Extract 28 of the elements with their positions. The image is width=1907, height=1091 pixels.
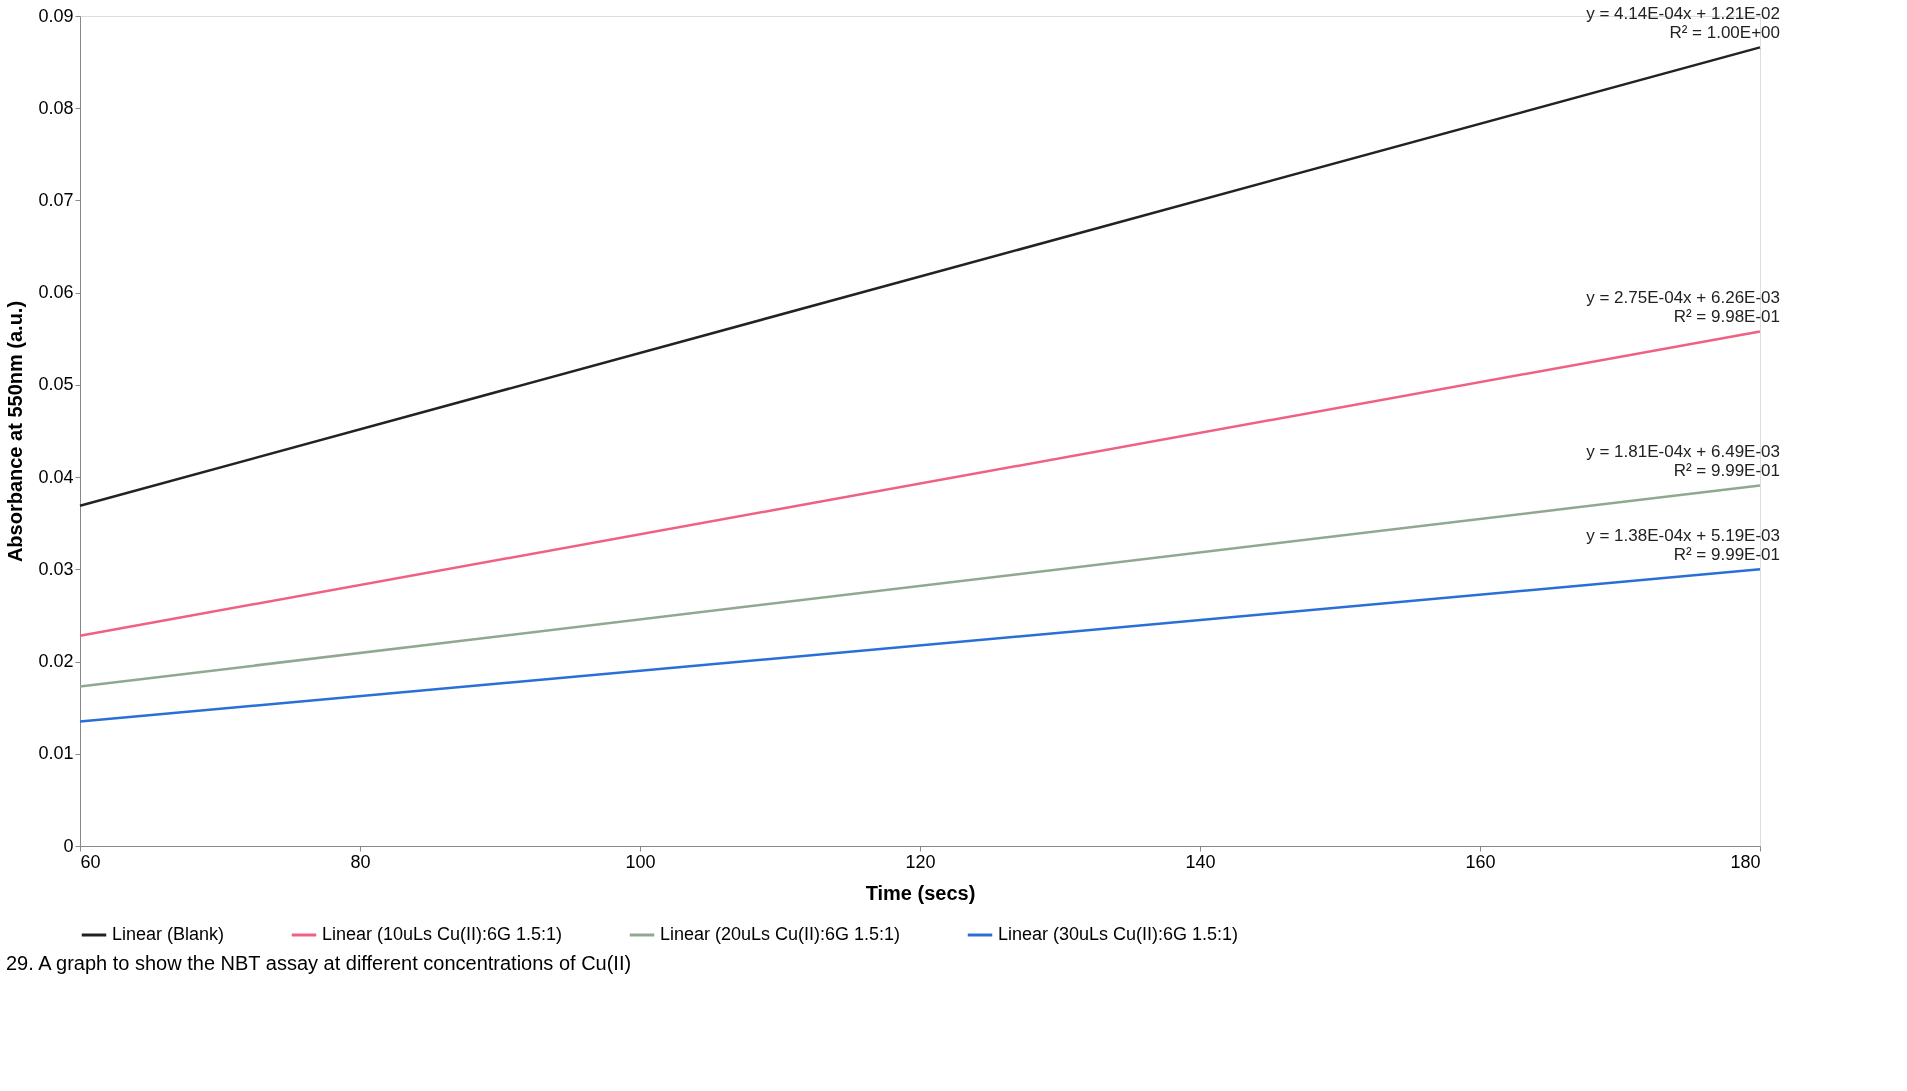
annotation: y = 1.81E-04x + 6.49E-03 R² = 9.99E-01 — [1586, 442, 1780, 481]
annotation: y = 2.75E-04x + 6.26E-03 R² = 9.98E-01 — [1586, 288, 1780, 327]
x-tick-label: 80 — [350, 851, 371, 872]
x-tick-label: 180 — [1730, 851, 1761, 872]
y-tick-label: 0 — [63, 835, 74, 856]
x-tick-label: 60 — [80, 851, 101, 872]
annotation: y = 1.38E-04x + 5.19E-03 R² = 9.99E-01 — [1586, 526, 1780, 565]
legend-label: Linear (20uLs Cu(II):6G 1.5:1) — [660, 924, 901, 944]
legend-label: Linear (Blank) — [112, 924, 225, 944]
legend-label: Linear (30uLs Cu(II):6G 1.5:1) — [998, 924, 1239, 944]
y-tick-label: 0.02 — [38, 651, 74, 672]
y-tick-label: 0.07 — [38, 189, 74, 210]
y-tick-label: 0.05 — [38, 374, 74, 395]
x-axis-title: Time (secs) — [865, 881, 976, 904]
y-tick-label: 0.01 — [38, 743, 74, 764]
x-tick-label: 120 — [905, 851, 936, 872]
x-tick-label: 100 — [625, 851, 656, 872]
annotation: y = 4.14E-04x + 1.21E-02 R² = 1.00E+00 — [1586, 4, 1780, 43]
legend-label: Linear (10uLs Cu(II):6G 1.5:1) — [322, 924, 563, 944]
y-tick-label: 0.06 — [38, 282, 74, 303]
x-tick-label: 160 — [1465, 851, 1496, 872]
x-tick-label: 140 — [1185, 851, 1216, 872]
y-tick-label: 0.03 — [38, 558, 74, 579]
y-axis-title: Absorbance at 550nm (a.u.) — [4, 300, 27, 563]
y-tick-label: 0.08 — [38, 97, 74, 118]
y-tick-label: 0.09 — [38, 5, 74, 26]
text: 29. A graph to show the NBT assay at different concentrations of Cu(II) — [5, 952, 632, 974]
y-tick-label: 0.04 — [38, 466, 74, 487]
